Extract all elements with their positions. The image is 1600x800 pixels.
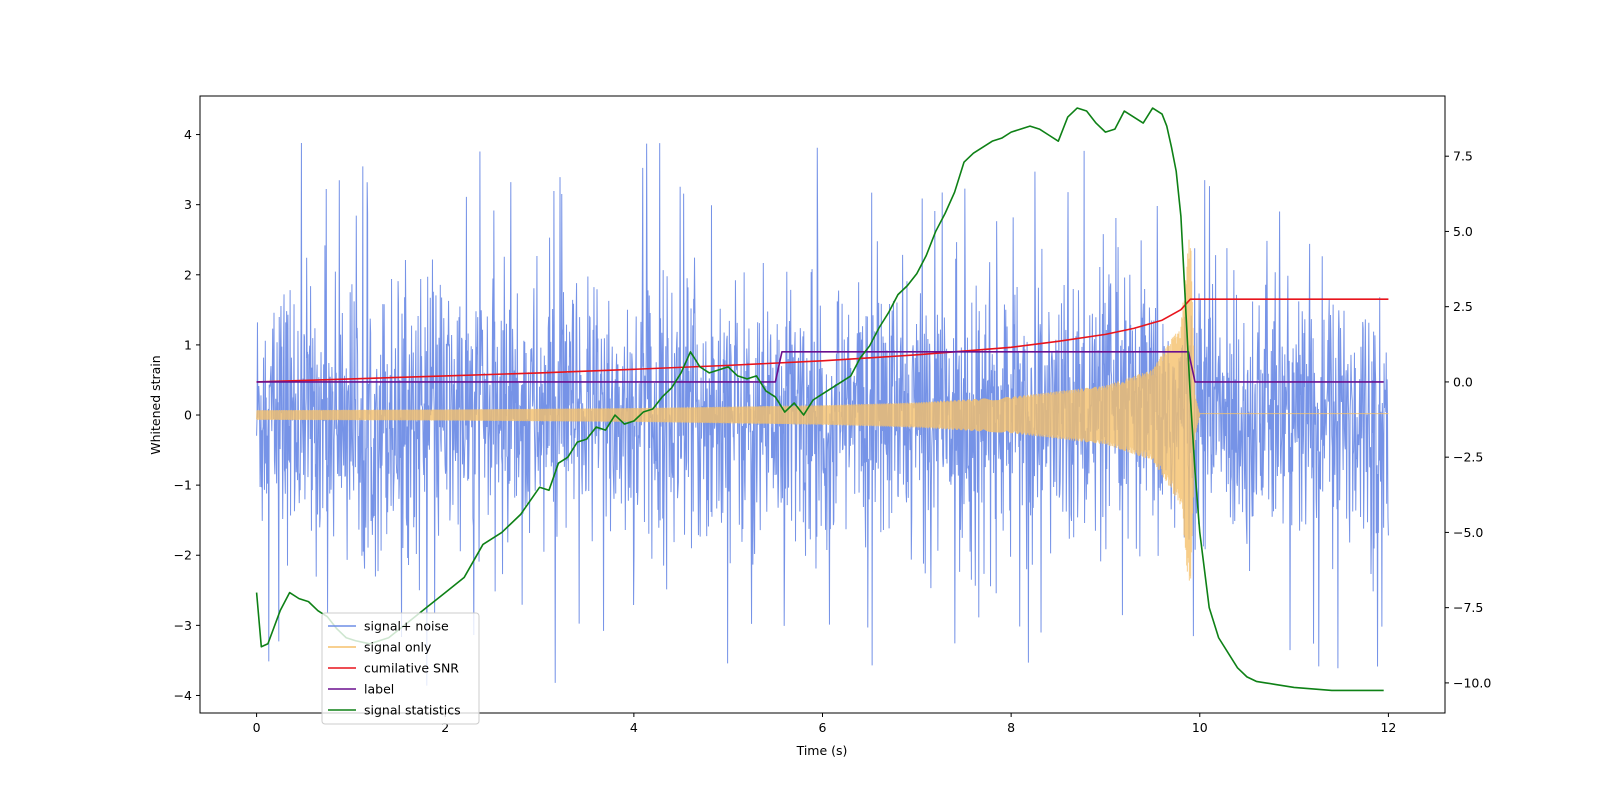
x-tick-label: 10: [1192, 720, 1208, 735]
y-axis-left: −4 −3 −2 −1 0 1 2 3 4: [174, 127, 200, 703]
y-tick-label: 2: [184, 267, 192, 282]
y2-tick-label: 5.0: [1453, 224, 1473, 239]
legend-entry: signal only: [364, 640, 432, 655]
y-tick-label: −1: [174, 478, 192, 493]
series-label: [256, 351, 1384, 383]
x-tick-label: 2: [441, 720, 449, 735]
y-axis-label: Whitened strain: [148, 355, 163, 454]
x-tick-label: 8: [1007, 720, 1015, 735]
series-signal-only: [256, 239, 1389, 581]
y-tick-label: −4: [174, 688, 192, 703]
legend-entry: signal+ noise: [364, 619, 449, 634]
y2-tick-label: −10.0: [1453, 675, 1491, 690]
y2-tick-label: 2.5: [1453, 299, 1473, 314]
y2-tick-label: −2.5: [1453, 450, 1483, 465]
y-tick-label: 0: [184, 408, 192, 423]
y-tick-label: −2: [174, 548, 192, 563]
y-tick-label: 1: [184, 337, 192, 352]
legend-box: [321, 612, 480, 725]
y2-tick-label: 7.5: [1453, 149, 1473, 164]
y2-tick-label: 0.0: [1453, 374, 1473, 389]
series-layer: [255, 107, 1389, 692]
y2-tick-label: −5.0: [1453, 525, 1483, 540]
legend: signal+ noise signal only cumilative SNR la…: [321, 612, 480, 725]
legend-entry: signal statistics: [364, 703, 461, 718]
y-tick-label: 3: [184, 197, 192, 212]
series-cumulative-snr: [256, 298, 1389, 383]
legend-entry: cumilative SNR: [364, 661, 459, 676]
y-tick-label: −3: [174, 618, 192, 633]
series-signal-plus-noise: [256, 143, 1389, 686]
series-signal-statistics: [255, 107, 1384, 692]
x-axis-label: Time (s): [796, 743, 848, 758]
x-tick-label: 0: [253, 720, 261, 735]
x-tick-label: 6: [819, 720, 827, 735]
x-tick-label: 4: [630, 720, 638, 735]
y2-tick-label: −7.5: [1453, 600, 1483, 615]
x-tick-label: 12: [1380, 720, 1396, 735]
y-axis-right: −10.0 −7.5 −5.0 −2.5 0.0 2.5 5.0 7.5: [1445, 149, 1491, 690]
y-tick-label: 4: [184, 127, 192, 142]
legend-entry: label: [364, 682, 394, 697]
